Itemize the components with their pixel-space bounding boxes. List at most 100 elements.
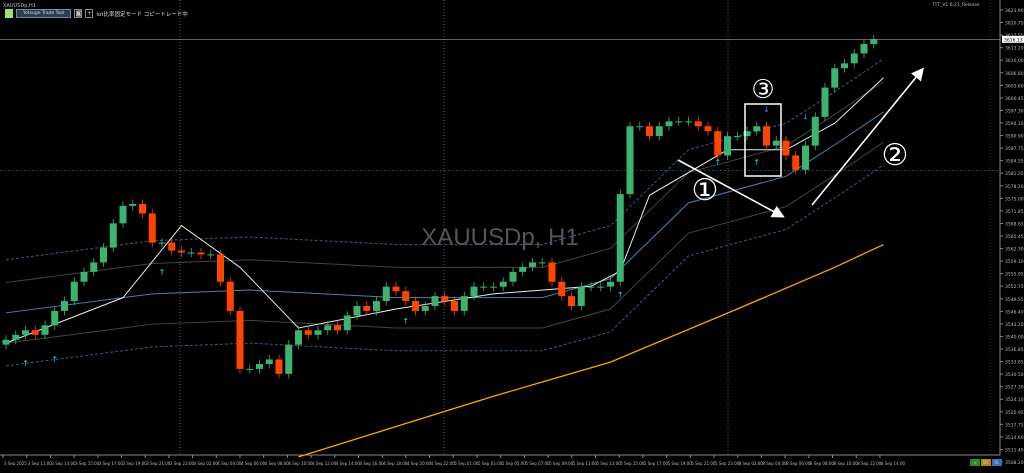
- buy-signal-arrow-icon: ↑: [402, 317, 409, 326]
- time-label: 4 Sep 20:00: [407, 461, 432, 466]
- time-label: 5 Sep 17:00: [644, 461, 669, 466]
- price-label: 3568.65: [1005, 221, 1024, 227]
- price-label: 3620.75: [1005, 21, 1024, 27]
- candle-bull: [724, 136, 731, 156]
- candle-bull: [538, 262, 546, 264]
- time-label: 3 Sep 21:00: [146, 461, 171, 466]
- tool-toggle[interactable]: [5, 9, 13, 18]
- highlight-box: [744, 103, 782, 177]
- candle-bear: [451, 301, 458, 311]
- price-label: 3514.60: [1005, 435, 1024, 441]
- price-label: 3562.30: [1005, 247, 1024, 253]
- bollinger-lower: [5, 164, 884, 367]
- candle-bull: [61, 301, 68, 311]
- candle-bull: [90, 262, 98, 272]
- candle-bear: [178, 250, 185, 253]
- candle-bear: [334, 325, 341, 331]
- time-label: 5 Sep 15:00: [620, 461, 645, 466]
- candle-bear: [363, 305, 371, 311]
- ma-mid: [5, 111, 884, 314]
- price-label: 3584.55: [1005, 159, 1024, 165]
- candle-bull: [246, 368, 254, 370]
- candle-bear: [236, 310, 244, 369]
- candle-bull: [509, 271, 517, 282]
- candle-bull: [41, 325, 49, 335]
- tool-button[interactable]: Yotsuge Trade Tool: [16, 9, 72, 18]
- candle-bull: [577, 286, 585, 306]
- sell-signal-arrow-icon: ↓: [802, 112, 809, 121]
- corner-button-bc[interactable]: BC: [981, 459, 991, 466]
- time-label: 8 Sep 02:00: [739, 461, 764, 466]
- candle-bull: [295, 330, 302, 345]
- price-label: 3594.10: [1005, 121, 1024, 127]
- candle-bull: [753, 126, 761, 132]
- price-label: 3575.00: [1005, 196, 1024, 202]
- price-label: 3597.30: [1005, 108, 1024, 114]
- annotation-3: ③: [751, 75, 774, 105]
- time-label: 3 Sep 13:00: [51, 461, 76, 466]
- candle-bear: [304, 330, 312, 335]
- candle-bull: [353, 305, 361, 316]
- time-label: 4 Sep 14:00: [336, 461, 361, 466]
- candle-bull: [119, 205, 127, 224]
- time-label: 4 Sep 22:00: [431, 461, 456, 466]
- envelope-upper: [5, 81, 884, 283]
- envelope-lower: [5, 141, 884, 344]
- candle-bull: [129, 203, 137, 206]
- time-label: 5 Sep 13:00: [597, 461, 622, 466]
- candle-bull: [490, 286, 497, 288]
- trade-tool-panel: Yotsuge Trade Tool ◙ + lot比率固定モード コピートレー…: [5, 9, 188, 18]
- candle-bull: [587, 286, 595, 288]
- candle-bull: [685, 121, 692, 123]
- price-label: 3552.75: [1005, 284, 1024, 290]
- price-label: 3590.90: [1005, 134, 1024, 140]
- price-label: 3543.20: [1005, 322, 1024, 328]
- candle-bull: [265, 359, 273, 364]
- candle-bull: [733, 136, 741, 138]
- time-label: 4 Sep 08:00: [265, 461, 290, 466]
- time-label: 5 Sep 05:00: [502, 461, 527, 466]
- price-label: 3603.60: [1005, 83, 1024, 89]
- candle-bear: [704, 126, 712, 132]
- candle-bear: [168, 242, 176, 251]
- price-label: 3546.40: [1005, 309, 1024, 315]
- candle-bull: [207, 254, 215, 256]
- time-label: 3 Sep 11:00: [28, 461, 53, 466]
- price-label: 3600.45: [1005, 96, 1024, 102]
- price-label: 3571.85: [1005, 209, 1024, 215]
- time-label: 5 Sep 23:00: [715, 461, 740, 466]
- candle-bear: [792, 155, 800, 170]
- candle-bull: [285, 344, 293, 374]
- time-label: 8 Sep 08:00: [810, 461, 835, 466]
- candle-bull: [665, 121, 673, 127]
- time-label: 5 Sep 01:00: [454, 461, 479, 466]
- time-label: 5 Sep 21:00: [691, 461, 716, 466]
- candle-bull: [616, 194, 624, 282]
- annotation-1: ①: [692, 173, 719, 208]
- camera-icon[interactable]: ◙: [74, 9, 83, 18]
- plus-button[interactable]: +: [85, 9, 94, 18]
- candle-bull: [655, 126, 663, 137]
- buy-signal-arrow-icon: ↑: [753, 158, 760, 167]
- candle-bull: [80, 271, 88, 282]
- price-label: 3623.90: [1005, 8, 1024, 14]
- time-label: 8 Sep 06:00: [786, 461, 811, 466]
- time-label: 5 Sep 11:00: [573, 461, 598, 466]
- up-trend-arrow-icon: [811, 67, 925, 206]
- price-label: 3587.75: [1005, 146, 1024, 152]
- price-label: 3555.95: [1005, 272, 1024, 278]
- price-label: 3511.40: [1005, 447, 1024, 453]
- corner-button-sl[interactable]: SL: [992, 459, 1002, 466]
- candle-bull: [626, 126, 634, 195]
- price-label: 3536.85: [1005, 347, 1024, 353]
- candle-bear: [558, 281, 566, 297]
- candle-bull: [12, 334, 20, 340]
- bollinger-upper: [5, 58, 884, 261]
- corner-button-menu[interactable]: ≡: [970, 459, 980, 466]
- candle-bull: [22, 330, 29, 335]
- price-label: 3520.95: [1005, 410, 1024, 416]
- candle-bull: [841, 63, 848, 69]
- buy-signal-arrow-icon: ↑: [22, 359, 29, 368]
- candle-bear: [139, 203, 146, 214]
